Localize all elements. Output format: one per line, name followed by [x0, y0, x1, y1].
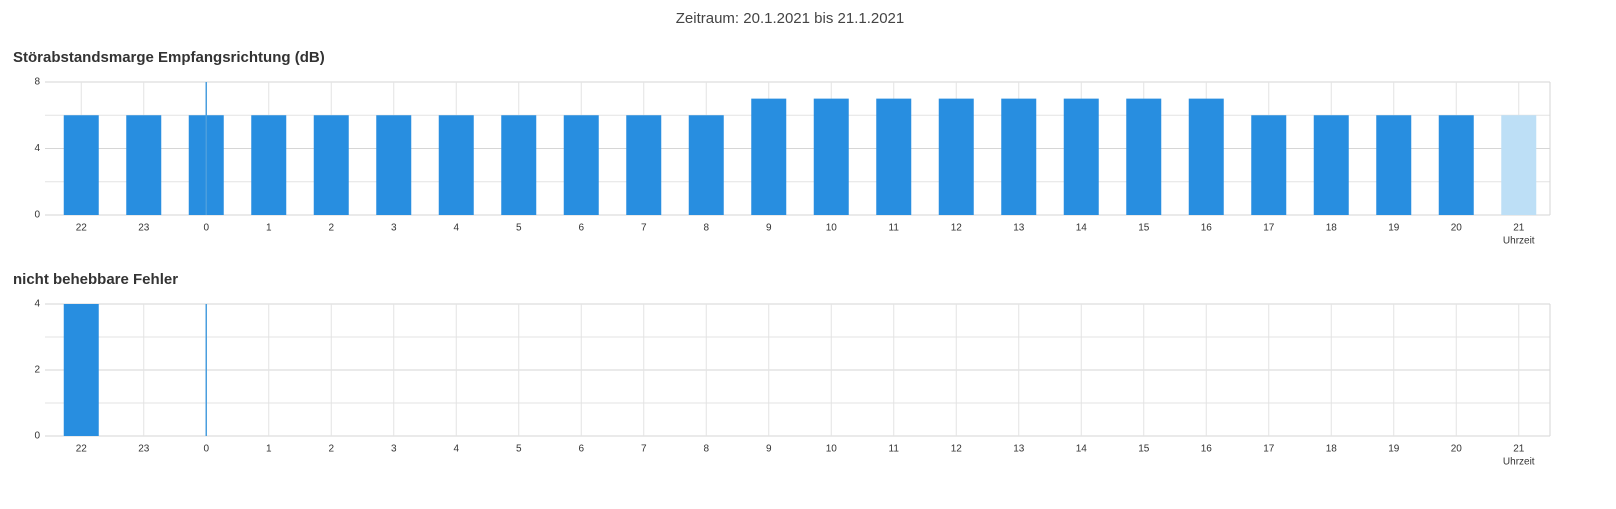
- x-tick-label: 2: [328, 444, 334, 455]
- bar: [1188, 98, 1224, 215]
- chart-title: nicht behebbare Fehler: [13, 271, 178, 288]
- x-tick-label: 22: [76, 223, 88, 234]
- bar: [1313, 115, 1349, 215]
- bar: [438, 115, 474, 215]
- bar: [938, 98, 974, 215]
- y-tick-label: 0: [34, 431, 40, 442]
- x-tick-label: 0: [203, 444, 209, 455]
- bar: [63, 304, 99, 436]
- y-tick-label: 8: [34, 77, 40, 88]
- x-tick-label: 0: [203, 223, 209, 234]
- bar: [126, 115, 162, 215]
- x-tick-label: 9: [766, 223, 772, 234]
- x-tick-label: 16: [1201, 444, 1213, 455]
- x-tick-label: 1: [266, 444, 272, 455]
- x-tick-label: 9: [766, 444, 772, 455]
- y-tick-label: 2: [34, 365, 40, 376]
- x-tick-label: 7: [641, 444, 647, 455]
- bar: [63, 115, 99, 215]
- y-tick-label: 4: [34, 143, 40, 154]
- x-tick-label: 11: [889, 223, 900, 234]
- y-tick-label: 4: [34, 299, 40, 310]
- bar: [313, 115, 349, 215]
- x-tick-label: 12: [951, 444, 963, 455]
- bar: [1251, 115, 1287, 215]
- x-tick-label: 22: [76, 444, 88, 455]
- x-axis-label: Uhrzeit: [1503, 457, 1535, 468]
- x-tick-label: 8: [703, 223, 709, 234]
- x-tick-label: 5: [516, 223, 522, 234]
- x-tick-label: 14: [1076, 444, 1088, 455]
- chart-title: Störabstandsmarge Empfangsrichtung (dB): [13, 49, 325, 66]
- x-tick-label: 13: [1013, 223, 1025, 234]
- x-tick-label: 8: [703, 444, 709, 455]
- bar: [376, 115, 412, 215]
- x-tick-label: 21: [1513, 223, 1525, 234]
- x-tick-label: 6: [578, 444, 584, 455]
- bar: [688, 115, 724, 215]
- x-tick-label: 15: [1138, 223, 1150, 234]
- bar: [1438, 115, 1474, 215]
- bar: [1126, 98, 1162, 215]
- bar: [1376, 115, 1412, 215]
- x-tick-label: 2: [328, 223, 334, 234]
- x-tick-label: 7: [641, 223, 647, 234]
- x-tick-label: 17: [1263, 444, 1275, 455]
- x-tick-label: 17: [1263, 223, 1275, 234]
- x-tick-label: 11: [889, 444, 900, 455]
- period-title: Zeitraum: 20.1.2021 bis 21.1.2021: [676, 10, 905, 27]
- x-tick-label: 18: [1326, 444, 1338, 455]
- bar: [1501, 115, 1537, 215]
- bar: [751, 98, 787, 215]
- x-tick-label: 4: [453, 444, 459, 455]
- x-tick-label: 3: [391, 223, 397, 234]
- y-tick-label: 0: [34, 210, 40, 221]
- x-tick-label: 20: [1451, 444, 1463, 455]
- x-tick-label: 1: [266, 223, 272, 234]
- x-axis-label: Uhrzeit: [1503, 236, 1535, 247]
- bar: [813, 98, 849, 215]
- bar: [563, 115, 599, 215]
- x-tick-label: 19: [1388, 444, 1400, 455]
- x-tick-label: 18: [1326, 223, 1338, 234]
- x-tick-label: 6: [578, 223, 584, 234]
- bar: [501, 115, 537, 215]
- x-tick-label: 12: [951, 223, 963, 234]
- bar: [876, 98, 912, 215]
- x-tick-label: 21: [1513, 444, 1525, 455]
- x-tick-label: 4: [453, 223, 459, 234]
- x-tick-label: 10: [826, 223, 838, 234]
- x-tick-label: 5: [516, 444, 522, 455]
- x-tick-label: 23: [138, 223, 150, 234]
- x-tick-label: 23: [138, 444, 150, 455]
- x-tick-label: 16: [1201, 223, 1213, 234]
- bar: [1063, 98, 1099, 215]
- bar: [1001, 98, 1037, 215]
- x-tick-label: 20: [1451, 223, 1463, 234]
- x-tick-label: 10: [826, 444, 838, 455]
- bar: [626, 115, 662, 215]
- x-tick-label: 14: [1076, 223, 1088, 234]
- x-tick-label: 13: [1013, 444, 1025, 455]
- x-tick-label: 15: [1138, 444, 1150, 455]
- x-tick-label: 3: [391, 444, 397, 455]
- x-tick-label: 19: [1388, 223, 1400, 234]
- bar: [251, 115, 287, 215]
